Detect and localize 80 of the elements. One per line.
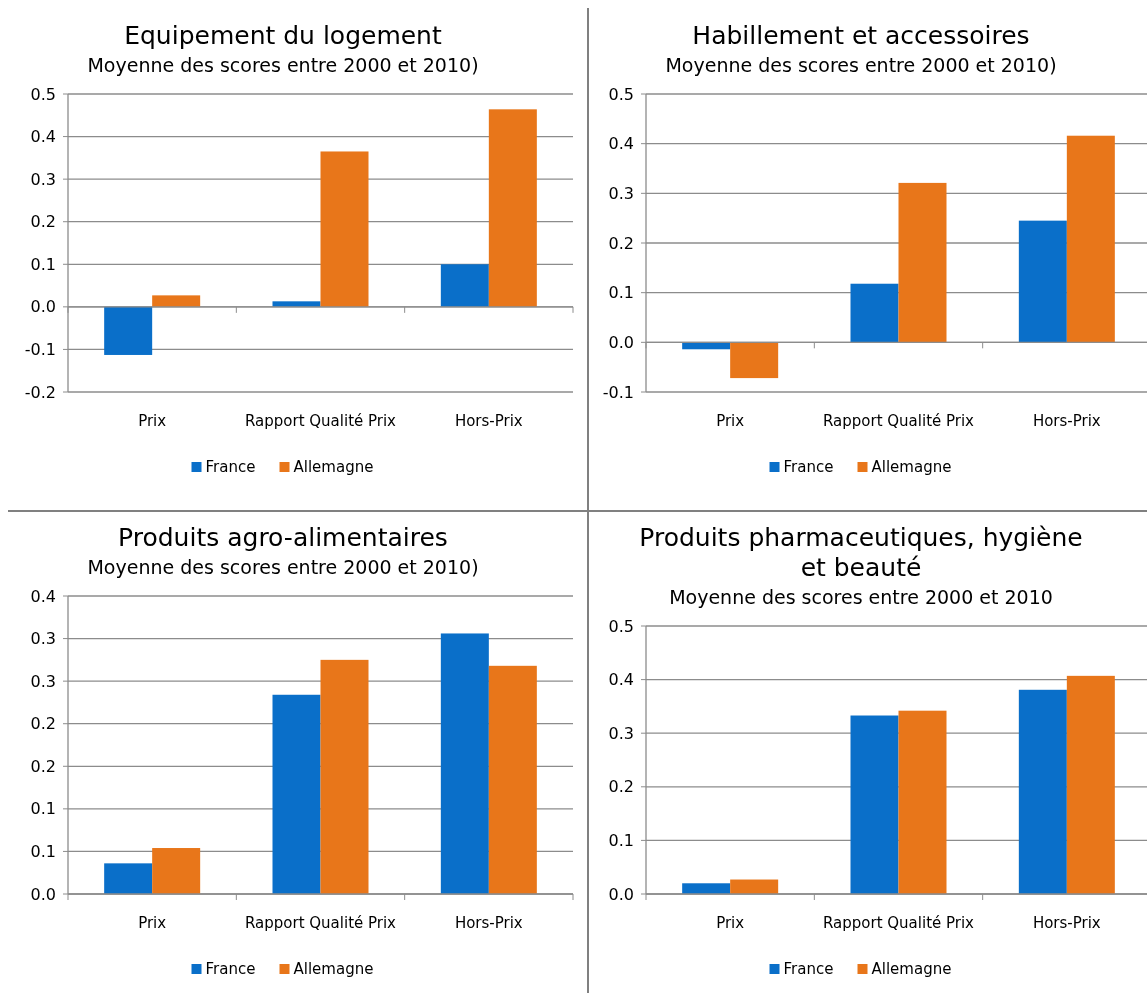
x-tick-label: Rapport Qualité Prix <box>244 914 397 932</box>
chart-subtitle: Moyenne des scores entre 2000 et 2010) <box>87 556 479 578</box>
x-tick-label: Hors-Prix <box>1032 412 1101 430</box>
bar <box>152 295 201 307</box>
bar <box>898 182 947 343</box>
bar <box>850 715 899 894</box>
y-tick-label: 0.0 <box>30 297 56 317</box>
legend-label: France <box>205 960 256 978</box>
y-tick-label: 0.1 <box>608 831 634 850</box>
bar <box>898 710 947 894</box>
chart-subtitle: Moyenne des scores entre 2000 et 2010 <box>669 586 1053 608</box>
x-tick-label: Hors-Prix <box>454 412 523 430</box>
y-tick-label: 0.2 <box>30 756 56 776</box>
bar <box>104 863 153 894</box>
y-tick-label: 0.4 <box>30 586 56 606</box>
legend-label: Allemagne <box>293 458 374 476</box>
x-tick-label: Prix <box>138 914 167 932</box>
y-tick-label: 0.0 <box>30 884 56 904</box>
bar <box>1018 689 1067 894</box>
y-tick-label: 0.5 <box>608 84 634 104</box>
y-tick-label: 0.3 <box>30 629 56 649</box>
y-tick-label: -0.1 <box>602 382 634 402</box>
y-tick-label: 0.5 <box>30 84 56 104</box>
y-tick-label: 0.2 <box>30 212 56 232</box>
y-tick-label: 0.2 <box>608 777 634 797</box>
bar <box>320 151 369 307</box>
chart-title: Produits pharmaceutiques, hygiène et beauté <box>639 523 1083 582</box>
bar <box>272 694 321 894</box>
x-tick-label: Prix <box>716 412 745 430</box>
x-tick-label: Rapport Qualité Prix <box>822 412 975 430</box>
y-tick-label: 0.1 <box>30 799 56 819</box>
bar <box>152 848 201 894</box>
y-tick-label: 0.4 <box>608 670 634 690</box>
bar <box>440 264 489 307</box>
x-tick-label: Rapport Qualité Prix <box>244 412 397 430</box>
y-tick-label: 0.3 <box>30 169 56 189</box>
bar <box>730 879 779 894</box>
x-tick-label: Prix <box>138 412 167 430</box>
x-tick-label: Hors-Prix <box>454 914 523 932</box>
y-tick-label: 0.0 <box>608 884 634 904</box>
y-tick-label: 0.2 <box>608 233 634 253</box>
chart-title: Equipement du logement <box>124 21 442 50</box>
y-tick-label: 0.4 <box>30 127 56 147</box>
bar <box>850 283 899 343</box>
bar <box>682 883 731 894</box>
chart-title: Habillement et accessoires <box>692 21 1030 50</box>
bar <box>1066 675 1115 894</box>
bar <box>440 633 489 894</box>
bar <box>1018 220 1067 343</box>
bar <box>1066 135 1115 343</box>
y-tick-label: 0.1 <box>30 842 56 862</box>
y-tick-label: 0.5 <box>608 616 634 636</box>
y-tick-label: -0.2 <box>24 382 56 402</box>
y-tick-label: 0.4 <box>608 134 634 154</box>
y-tick-label: 0.3 <box>30 671 56 691</box>
legend-label: France <box>205 458 256 476</box>
bar <box>272 301 321 307</box>
y-tick-label: 0.0 <box>608 332 634 352</box>
legend-label: Allemagne <box>293 960 374 978</box>
legend-label: Allemagne <box>871 458 952 476</box>
chart-subtitle: Moyenne des scores entre 2000 et 2010) <box>87 54 479 76</box>
bar <box>488 665 537 894</box>
bar <box>488 109 537 307</box>
y-tick-label: 0.2 <box>30 714 56 734</box>
chart-title: Produits agro-alimentaires <box>118 523 448 552</box>
legend-label: France <box>783 960 834 978</box>
bar <box>730 342 779 379</box>
legend-label: France <box>783 458 834 476</box>
x-tick-label: Prix <box>716 914 745 932</box>
y-tick-label: 0.1 <box>30 254 56 274</box>
bar <box>104 306 153 355</box>
y-tick-label: 0.3 <box>608 183 634 203</box>
legend-label: Allemagne <box>871 960 952 978</box>
y-tick-label: -0.1 <box>24 340 56 360</box>
chart-subtitle: Moyenne des scores entre 2000 et 2010) <box>665 54 1057 76</box>
y-tick-label: 0.1 <box>608 283 634 303</box>
x-tick-label: Hors-Prix <box>1032 914 1101 932</box>
x-tick-label: Rapport Qualité Prix <box>822 914 975 932</box>
y-tick-label: 0.3 <box>608 723 634 743</box>
bar <box>320 659 369 894</box>
